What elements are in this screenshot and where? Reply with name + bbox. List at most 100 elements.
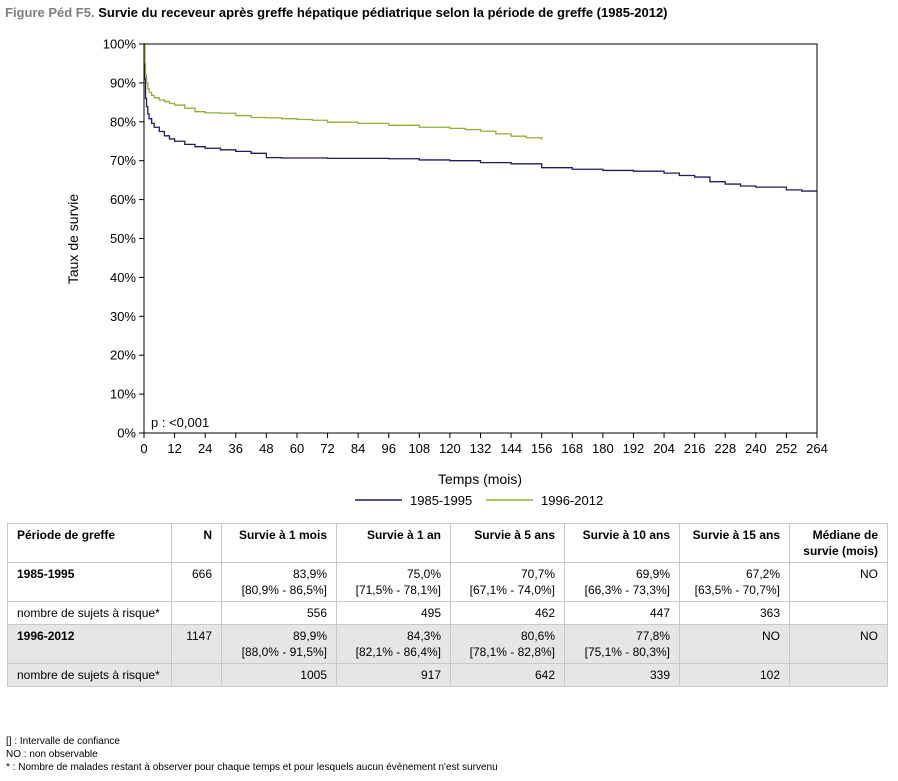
x-tick-label: 168 xyxy=(561,441,583,456)
x-tick-label: 24 xyxy=(198,441,212,456)
confidence-interval: [88,0% - 91,5%] xyxy=(241,645,327,659)
x-tick-label: 48 xyxy=(259,441,273,456)
header-survival-10-years: Survie à 10 ans xyxy=(564,523,680,563)
x-tick-label: 228 xyxy=(714,441,736,456)
figure-title: Figure Péd F5. Survie du receveur après … xyxy=(5,5,668,20)
median-cell xyxy=(789,663,888,687)
x-tick-label: 60 xyxy=(290,441,304,456)
confidence-interval: [67,1% - 74,0%] xyxy=(469,583,555,597)
y-tick-label: 40% xyxy=(110,270,136,285)
series-lines xyxy=(144,43,817,192)
at-risk-cell: 1005 xyxy=(221,663,337,687)
n-cell xyxy=(171,601,222,625)
p-value-annotation: p : <0,001 xyxy=(151,415,209,430)
header-survival-1-year: Survie à 1 an xyxy=(336,523,451,563)
x-tick-label: 72 xyxy=(320,441,334,456)
header-period: Période de greffe xyxy=(7,523,172,563)
table-row: 1996-2012 1147 89,9% [88,0% - 91,5%] 84,3… xyxy=(7,624,888,664)
y-axis: 0% 10% 20% 30% 40% 50% 60% 70% 80% 90% 100% xyxy=(103,37,144,441)
header-n: N xyxy=(171,523,222,563)
table-header-row: Période de greffe N Survie à 1 mois Surv… xyxy=(7,523,888,563)
footnote-no: NO : non observable xyxy=(6,749,98,760)
at-risk-cell: 917 xyxy=(336,663,451,687)
x-tick-label: 108 xyxy=(408,441,430,456)
table-row: 1985-1995 666 83,9% [80,9% - 86,5%] 75,0%… xyxy=(7,562,888,602)
header-survival-1-month: Survie à 1 mois xyxy=(221,523,337,563)
footnote-ci: [] : Intervalle de confiance xyxy=(6,736,120,747)
x-tick-label: 240 xyxy=(745,441,767,456)
y-tick-label: 10% xyxy=(110,387,136,402)
x-tick-label: 96 xyxy=(381,441,395,456)
n-cell: 1147 xyxy=(171,624,222,664)
confidence-interval: [66,3% - 73,3%] xyxy=(584,583,670,597)
period-cell: 1985-1995 xyxy=(7,562,172,602)
y-tick-label: 0% xyxy=(117,426,136,441)
x-tick-label: 120 xyxy=(439,441,461,456)
survival-value: 75,0% xyxy=(406,567,441,581)
survival-cell: 80,6% [78,1% - 82,8%] xyxy=(450,624,565,664)
legend-label: 1996-2012 xyxy=(541,493,603,508)
y-tick-label: 90% xyxy=(110,75,136,90)
at-risk-cell: 495 xyxy=(336,601,451,625)
x-tick-label: 0 xyxy=(140,441,147,456)
at-risk-label: nombre de sujets à risque* xyxy=(7,601,172,625)
header-survival-15-years: Survie à 15 ans xyxy=(679,523,790,563)
survival-value: 84,3% xyxy=(406,629,441,643)
at-risk-cell: 447 xyxy=(564,601,680,625)
footnote-at-risk: * : Nombre de malades restant à observer… xyxy=(6,762,498,773)
footnotes: [] : Intervalle de confiance NO : non ob… xyxy=(6,735,498,774)
x-tick-label: 132 xyxy=(470,441,492,456)
series-line-1985-1995 xyxy=(144,43,817,192)
series-line-1996-2012 xyxy=(144,43,543,140)
x-tick-label: 192 xyxy=(623,441,645,456)
survival-cell: 89,9% [88,0% - 91,5%] xyxy=(221,624,337,664)
y-tick-label: 80% xyxy=(110,114,136,129)
survival-table: Période de greffe N Survie à 1 mois Surv… xyxy=(7,523,888,687)
survival-cell: 75,0% [71,5% - 78,1%] xyxy=(336,562,451,602)
survival-value: 67,2% xyxy=(745,567,780,581)
y-tick-label: 60% xyxy=(110,192,136,207)
figure-title-text: Survie du receveur après greffe hépatiqu… xyxy=(98,5,668,20)
survival-cell: 84,3% [82,1% - 86,4%] xyxy=(336,624,451,664)
x-tick-label: 204 xyxy=(653,441,675,456)
median-cell xyxy=(789,601,888,625)
n-cell: 666 xyxy=(171,562,222,602)
x-tick-label: 156 xyxy=(531,441,553,456)
x-tick-label: 252 xyxy=(776,441,798,456)
survival-cell: 83,9% [80,9% - 86,5%] xyxy=(221,562,337,602)
y-tick-label: 70% xyxy=(110,153,136,168)
at-risk-cell: 102 xyxy=(679,663,790,687)
survival-cell: NO xyxy=(679,624,790,664)
at-risk-label: nombre de sujets à risque* xyxy=(7,663,172,687)
confidence-interval: [71,5% - 78,1%] xyxy=(355,583,441,597)
header-median-survival: Médiane de survie (mois) xyxy=(789,523,888,563)
x-tick-label: 12 xyxy=(167,441,181,456)
figure-label: Figure Péd F5. xyxy=(5,5,95,20)
survival-value: 70,7% xyxy=(520,567,555,581)
x-axis: 0 12 24 36 48 60 72 84 96 108 120 132 144 156 168 180 19… xyxy=(140,433,828,456)
survival-value: 83,9% xyxy=(292,567,327,581)
y-tick-label: 20% xyxy=(110,348,136,363)
survival-cell: 67,2% [63,5% - 70,7%] xyxy=(679,562,790,602)
n-cell xyxy=(171,663,222,687)
confidence-interval: [63,5% - 70,7%] xyxy=(694,583,780,597)
at-risk-cell: 462 xyxy=(450,601,565,625)
x-tick-label: 216 xyxy=(684,441,706,456)
survival-value: NO xyxy=(762,629,780,643)
median-cell: NO xyxy=(789,562,888,602)
x-tick-label: 36 xyxy=(229,441,243,456)
confidence-interval: [82,1% - 86,4%] xyxy=(355,645,441,659)
confidence-interval: [75,1% - 80,3%] xyxy=(584,645,670,659)
at-risk-cell: 556 xyxy=(221,601,337,625)
x-tick-label: 144 xyxy=(500,441,522,456)
table-row: nombre de sujets à risque* 1005 917 642 … xyxy=(7,663,888,687)
survival-value: 69,9% xyxy=(635,567,670,581)
median-cell: NO xyxy=(789,624,888,664)
survival-value: 77,8% xyxy=(635,629,670,643)
legend-label: 1985-1995 xyxy=(410,493,472,508)
at-risk-cell: 642 xyxy=(450,663,565,687)
table-row: nombre de sujets à risque* 556 495 462 4… xyxy=(7,601,888,625)
survival-chart: 0% 10% 20% 30% 40% 50% 60% 70% 80% 90% 100% 0 12 24 3… xyxy=(65,37,828,509)
x-axis-title: Temps (mois) xyxy=(438,471,522,487)
survival-cell: 70,7% [67,1% - 74,0%] xyxy=(450,562,565,602)
